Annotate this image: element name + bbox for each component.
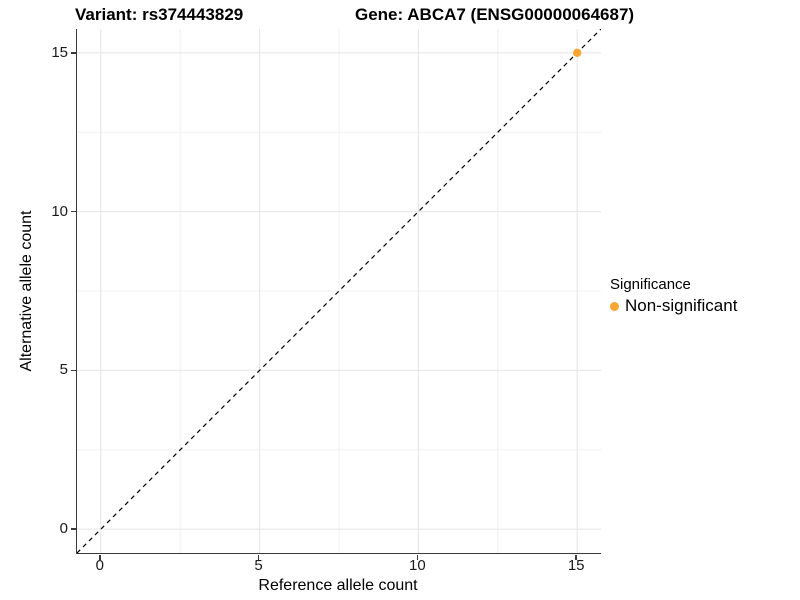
legend-item-label: Non-significant: [625, 296, 738, 315]
x-axis-tick: [257, 554, 260, 560]
y-axis-tick: [70, 52, 76, 54]
x-axis-tick-label: 0: [95, 557, 104, 574]
legend-title: Significance: [610, 276, 691, 293]
legend-dot-icon: [610, 301, 619, 311]
x-axis-tick-label: 5: [254, 557, 263, 574]
x-axis-title: Reference allele count: [258, 577, 418, 594]
y-axis-tick-label: 15: [51, 43, 68, 61]
y-axis-title: Alternative allele count: [18, 210, 35, 372]
y-axis-tick: [70, 528, 76, 530]
x-axis-tick: [575, 554, 577, 560]
y-axis-tick: [70, 369, 76, 372]
gene-title: Gene: ABCA7 (ENSG00000064687): [355, 5, 635, 24]
legend-item-non-significant: Non-significant: [610, 296, 737, 316]
x-axis-tick: [416, 554, 419, 560]
x-axis-tick-label: 10: [409, 557, 426, 574]
data-point: [572, 48, 582, 58]
y-axis-tick-label: 5: [59, 361, 68, 379]
plot-panel: [76, 29, 601, 554]
x-axis-tick: [99, 554, 101, 560]
y-axis-tick-label: 10: [51, 202, 68, 220]
plot-area: [77, 29, 601, 553]
legend: Significance Non-significant: [610, 276, 737, 316]
y-axis-tick: [70, 210, 76, 213]
y-axis-tick-label: 0: [59, 520, 68, 538]
variant-title: Variant: rs374443829: [75, 5, 244, 24]
x-axis-tick-label: 15: [567, 557, 585, 574]
